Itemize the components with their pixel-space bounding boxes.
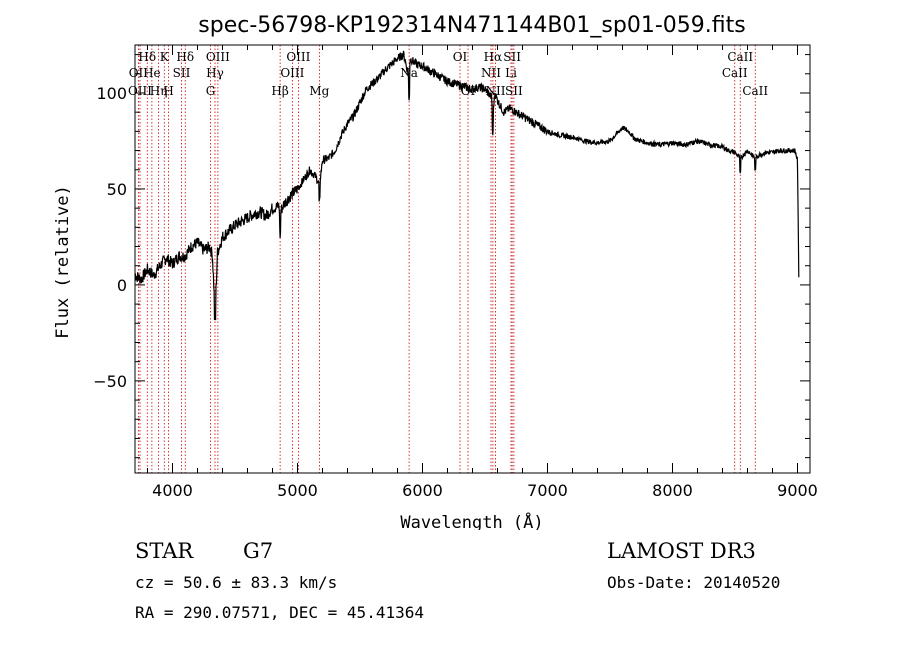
plot-frame bbox=[134, 44, 811, 474]
observation-date: Obs-Date: 20140520 bbox=[607, 573, 781, 592]
spectral-line-label: K bbox=[160, 50, 170, 64]
spectral-line-label: OII bbox=[129, 66, 149, 80]
spectral-line-label: OIII bbox=[128, 84, 152, 98]
spectrum-chart: spec-56798-KP192314N471144B01_sp01-059.f… bbox=[53, 13, 818, 530]
spectral-line-label: SII bbox=[505, 84, 523, 98]
spectral-line-label: OIII bbox=[280, 66, 304, 80]
spectral-line-label: Hη bbox=[150, 84, 168, 98]
object-class: STAR bbox=[135, 539, 194, 563]
x-axis-ticks: 4000 5000 6000 7000 8000 9000 bbox=[147, 45, 818, 500]
x-tick-label: 6000 bbox=[402, 481, 443, 500]
spectral-line-label: CaII bbox=[727, 50, 753, 64]
spectral-line-label: G bbox=[206, 84, 216, 98]
spectral-line-label: H bbox=[163, 84, 173, 98]
spectral-line-label: OI bbox=[453, 50, 468, 64]
y-tick-label: 50 bbox=[107, 180, 127, 199]
spectral-line-label: OIII bbox=[206, 50, 230, 64]
x-tick-label: 5000 bbox=[277, 481, 318, 500]
spectral-line-label: NII bbox=[481, 66, 501, 80]
y-tick-label: 100 bbox=[96, 84, 127, 103]
spectral-line-label: Li bbox=[505, 66, 517, 80]
spectral-line-label: Hδ bbox=[176, 50, 194, 64]
spectral-line-markers bbox=[137, 45, 756, 473]
x-tick-label: 9000 bbox=[777, 481, 818, 500]
y-tick-label: 0 bbox=[117, 276, 127, 295]
redshift-velocity: cz = 50.6 ± 83.3 km/s bbox=[135, 573, 338, 592]
x-tick-label: 4000 bbox=[152, 481, 193, 500]
object-subclass: G7 bbox=[243, 539, 274, 563]
spectral-line-label: Mg bbox=[309, 84, 329, 98]
y-tick-label: −50 bbox=[93, 372, 127, 391]
x-tick-label: 8000 bbox=[652, 481, 693, 500]
x-tick-label: 7000 bbox=[527, 481, 568, 500]
spectral-line-label: CaII bbox=[742, 84, 768, 98]
spectral-line-label: Hγ bbox=[206, 66, 224, 80]
spectrum-line bbox=[134, 50, 800, 321]
chart-title: spec-56798-KP192314N471144B01_sp01-059.f… bbox=[198, 13, 745, 38]
spectral-line-labels: Hδ OII OIII He Hη K H Hδ SII OIII Hγ G Hβ OIII OIII Mg N… bbox=[128, 50, 768, 98]
spectral-line-label: He bbox=[143, 66, 161, 80]
coordinates: RA = 290.07571, DEC = 45.41364 bbox=[135, 603, 424, 622]
spectral-line-label: Na bbox=[400, 66, 418, 80]
spectral-line-label: SII bbox=[503, 50, 521, 64]
survey-name: LAMOST DR3 bbox=[607, 539, 756, 563]
spectral-line-label: Hδ bbox=[138, 50, 156, 64]
x-axis-label: Wavelength (Å) bbox=[400, 511, 543, 530]
spectral-line-label: Hβ bbox=[271, 84, 288, 98]
y-axis-ticks: −50 0 50 100 bbox=[93, 54, 810, 459]
spectral-line-label: CaII bbox=[722, 66, 748, 80]
spectral-line-label: Hα bbox=[484, 50, 503, 64]
y-axis-label: Flux (relative) bbox=[53, 185, 73, 339]
spectral-line-label: OIII bbox=[286, 50, 310, 64]
spectral-line-label: SII bbox=[173, 66, 191, 80]
